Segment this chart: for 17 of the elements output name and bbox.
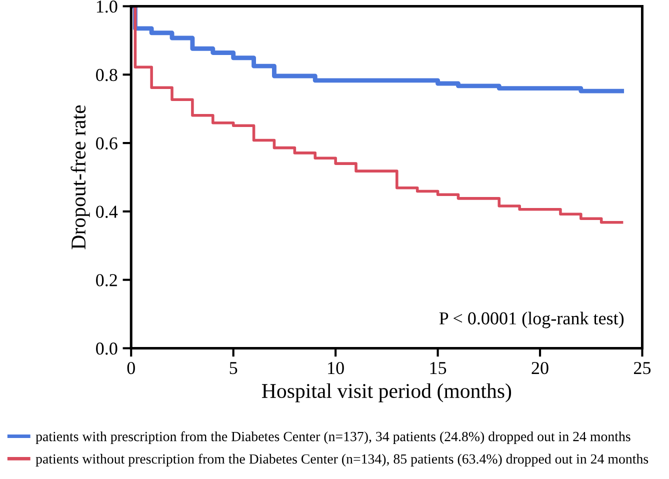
y-tick-label: 0.2 xyxy=(96,274,117,286)
x-axis-title: Hospital visit period (months) xyxy=(262,383,512,402)
y-tick-label: 1.0 xyxy=(96,0,118,13)
y-tick-label: 0.6 xyxy=(96,137,118,150)
x-tick-label: 5 xyxy=(230,362,238,374)
x-tick-label: 15 xyxy=(430,362,446,374)
y-tick-label: 0.0 xyxy=(96,342,118,355)
x-tick-label: 20 xyxy=(532,362,548,374)
x-tick-label: 25 xyxy=(634,362,651,374)
legend-label: patients without prescription from the Diabetes Center (n=134), 85 patients (63.4%) dropped out in 24 months xyxy=(36,454,648,466)
legend-label: patients with prescription from the Diabetes Center (n=137), 34 patients (24.8%) dropped out in 24 months xyxy=(36,431,630,444)
annotation: P < 0.0001 (log-rank test) xyxy=(439,312,624,328)
y-tick-label: 0.4 xyxy=(96,206,118,218)
x-tick-label: 0 xyxy=(127,362,135,374)
x-tick-label: 10 xyxy=(328,362,344,374)
y-axis-title: Dropout-free rate xyxy=(70,105,90,250)
y-tick-label: 0.8 xyxy=(96,68,118,82)
